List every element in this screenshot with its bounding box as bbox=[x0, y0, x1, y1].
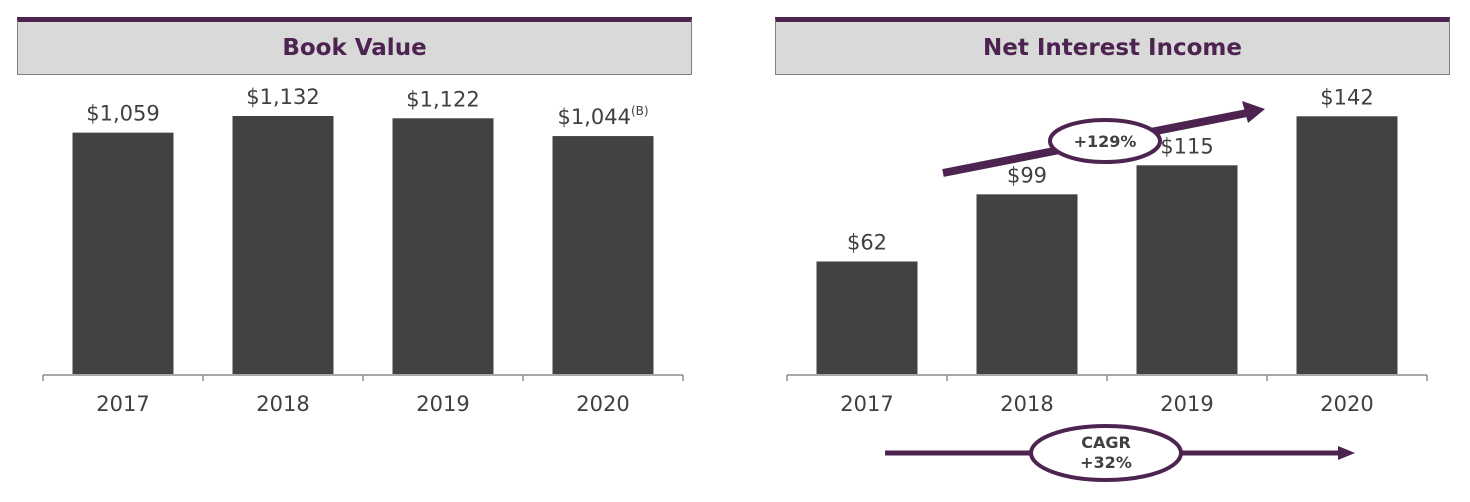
net-interest-income-panel: Net Interest Income $62 2017 $99 2018 $115 20… bbox=[735, 0, 1470, 502]
book-value-header: Book Value bbox=[17, 17, 692, 75]
data-label: $1,132 bbox=[246, 85, 319, 109]
data-label: $99 bbox=[1007, 163, 1047, 187]
data-label: $142 bbox=[1320, 85, 1373, 109]
cagr-value: +32% bbox=[1080, 453, 1132, 472]
bar-2020 bbox=[1296, 116, 1398, 374]
bar-2019 bbox=[1136, 165, 1238, 374]
book-value-chart: $1,059 2017 $1,132 2018 $1,122 2019 $1,044(B) 2… bbox=[42, 85, 684, 416]
bar-2020 bbox=[552, 136, 654, 374]
x-tick-label: 2017 bbox=[840, 392, 893, 416]
data-label: $62 bbox=[847, 230, 887, 254]
x-tick-label: 2019 bbox=[1160, 392, 1213, 416]
book-value-title: Book Value bbox=[282, 35, 427, 61]
bar-2017 bbox=[816, 261, 918, 374]
bar-2017 bbox=[72, 132, 174, 374]
net-interest-income-header: Net Interest Income bbox=[775, 17, 1450, 75]
x-tick-label: 2019 bbox=[416, 392, 469, 416]
bar-2018 bbox=[232, 116, 334, 374]
growth-arrow-head bbox=[1242, 101, 1265, 123]
data-label: $1,059 bbox=[86, 102, 159, 126]
growth-label: +129% bbox=[1074, 132, 1137, 151]
data-label: $115 bbox=[1160, 134, 1213, 158]
bar-2019 bbox=[392, 118, 494, 375]
growth-ellipse bbox=[1048, 118, 1162, 164]
data-label: $1,044(B) bbox=[557, 104, 648, 129]
x-tick-label: 2018 bbox=[1000, 392, 1053, 416]
net-interest-income-title: Net Interest Income bbox=[983, 35, 1242, 61]
cagr-ellipse bbox=[1029, 424, 1183, 482]
book-value-panel: Book Value $1,059 2017 $1,132 2018 $1,122 201… bbox=[17, 17, 692, 416]
x-tick-label: 2020 bbox=[1320, 392, 1373, 416]
data-label: $1,122 bbox=[406, 87, 479, 111]
cagr-label: CAGR bbox=[1081, 433, 1131, 452]
bar-2018 bbox=[976, 194, 1078, 374]
footnote-marker: (B) bbox=[631, 104, 649, 118]
net-interest-income-chart: $62 2017 $99 2018 $115 2019 $142 2020 +129% CAGR+… bbox=[786, 85, 1428, 482]
cagr-arrow-head bbox=[1338, 446, 1355, 460]
x-tick-label: 2018 bbox=[256, 392, 309, 416]
x-tick-label: 2017 bbox=[96, 392, 149, 416]
x-tick-label: 2020 bbox=[576, 392, 629, 416]
